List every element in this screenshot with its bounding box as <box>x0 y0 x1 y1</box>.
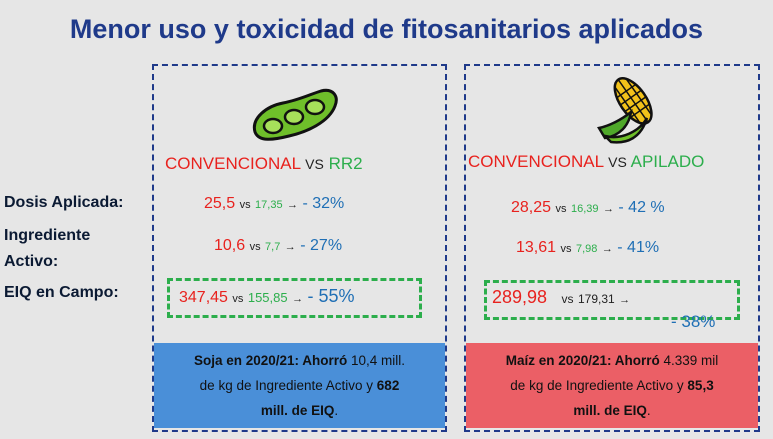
footer-eiq-unit: mill. de EIQ <box>573 403 647 418</box>
heading-conventional: CONVENCIONAL <box>468 152 604 171</box>
ingrediente-alt-value: 7,7 <box>265 241 281 253</box>
label-eiq: EIQ en Campo: <box>4 284 119 301</box>
ingrediente-conv-value: 13,61 <box>516 239 557 256</box>
eiq-conv-value: 347,45 <box>179 289 228 306</box>
maiz-panel: CONVENCIONAL VS APILADO 28,25 vs 16,39 →… <box>464 64 760 432</box>
soja-eiq-row: 347,45 vs 155,85 → - 55% <box>179 286 355 307</box>
maiz-heading: CONVENCIONAL VS APILADO <box>468 152 704 172</box>
maiz-eiq-pct: - 38% <box>671 312 716 331</box>
footer-period: . <box>334 403 339 418</box>
ingrediente-pct: - 41% <box>617 239 660 256</box>
page-title: Menor uso y toxicidad de fitosanitarios … <box>69 14 704 44</box>
eiq-highlight-box <box>484 280 740 320</box>
eiq-alt-value: 179,31 <box>577 292 615 306</box>
footer-text: de kg de Ingrediente Activo y <box>199 378 377 393</box>
dosis-conv-value: 28,25 <box>511 199 552 216</box>
heading-alternative: RR2 <box>328 154 363 173</box>
soybean-pod-icon <box>252 88 338 141</box>
soja-ingrediente-row: 10,6 vs 7,7 → - 27% <box>214 237 342 255</box>
arrow-icon: → <box>284 241 296 253</box>
footer-period: . <box>646 403 651 418</box>
soja-panel: CONVENCIONAL VS RR2 25,5 vs 17,35 → - 32… <box>152 64 447 432</box>
heading-conventional: CONVENCIONAL <box>165 154 301 173</box>
maiz-footer: Maíz en 2020/21: Ahorró 4.339 mil de kg … <box>466 343 758 428</box>
soja-heading: CONVENCIONAL VS RR2 <box>165 154 363 174</box>
arrow-icon: → <box>602 203 614 215</box>
footer-lead: Soja en 2020/21: Ahorró <box>193 353 348 368</box>
footer-amount: 10,4 mill. <box>347 353 406 368</box>
corn-cob-icon <box>597 77 653 144</box>
heading-vs: VS <box>305 156 324 172</box>
footer-text: de kg de Ingrediente Activo y <box>510 378 688 393</box>
ingrediente-conv-value: 10,6 <box>214 237 246 254</box>
dosis-conv-value: 25,5 <box>204 195 236 212</box>
vs-text: vs <box>249 241 261 253</box>
footer-lead: Maíz en 2020/21: Ahorró <box>505 353 660 368</box>
footer-eiq-amount: 85,3 <box>687 378 714 393</box>
maiz-ingrediente-row: 13,61 vs 7,98 → - 41% <box>516 239 659 257</box>
vs-text: vs <box>561 292 574 306</box>
footer-eiq-amount: 682 <box>376 378 400 393</box>
soja-footer: Soja en 2020/21: Ahorró 10,4 mill. de kg… <box>154 343 445 428</box>
vs-text: vs <box>239 199 251 211</box>
label-ingrediente-line1: Ingrediente <box>4 227 91 244</box>
eiq-pct: - 55% <box>307 286 355 306</box>
arrow-icon: → <box>601 243 613 255</box>
ingrediente-pct: - 27% <box>300 237 343 254</box>
footer-eiq-unit: mill. de EIQ <box>260 403 335 418</box>
label-dosis: Dosis Aplicada: <box>4 194 124 211</box>
ingrediente-alt-value: 7,98 <box>575 243 598 255</box>
heading-alternative: APILADO <box>630 152 705 171</box>
arrow-icon: → <box>287 199 299 211</box>
maiz-eiq-row: 289,98 vs 179,31 → <box>492 287 630 308</box>
dosis-pct: - 42 % <box>618 199 665 216</box>
dosis-alt-value: 16,39 <box>570 203 599 215</box>
footer-amount: 4.339 mil <box>659 353 719 368</box>
dosis-pct: - 32% <box>302 195 345 212</box>
arrow-icon: → <box>619 294 631 306</box>
eiq-alt-value: 155,85 <box>247 290 288 305</box>
vs-text: vs <box>555 203 567 215</box>
heading-vs: VS <box>608 154 627 170</box>
maiz-dosis-row: 28,25 vs 16,39 → - 42 % <box>511 199 665 217</box>
vs-text: vs <box>560 243 572 255</box>
soja-dosis-row: 25,5 vs 17,35 → - 32% <box>204 195 344 213</box>
eiq-conv-value: 289,98 <box>492 287 548 307</box>
vs-text: vs <box>232 293 244 305</box>
arrow-icon: → <box>292 293 304 305</box>
dosis-alt-value: 17,35 <box>255 199 283 211</box>
eiq-highlight-box <box>167 278 422 318</box>
label-ingrediente-line2: Activo: <box>4 253 59 270</box>
